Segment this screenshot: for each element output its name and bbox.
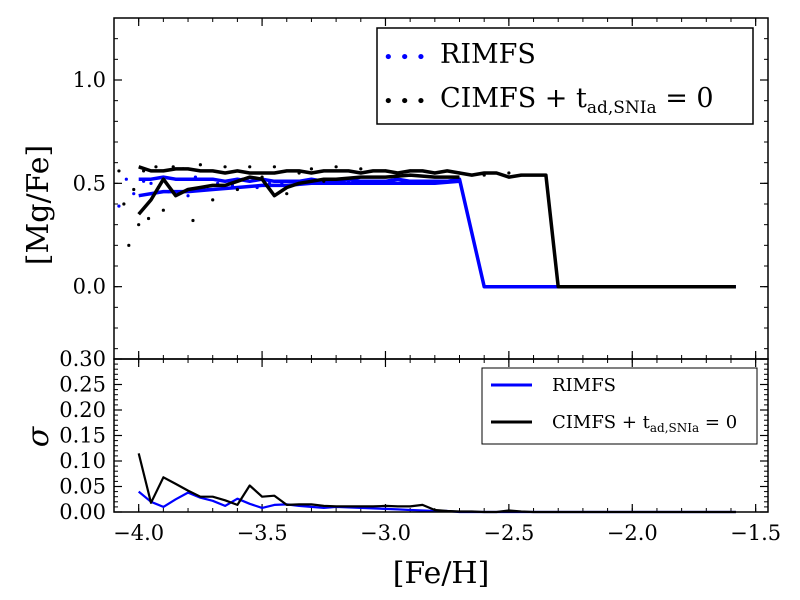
xtick-label: −3.0: [360, 521, 411, 545]
top-scatter-point-cimfs: [507, 171, 511, 175]
bottom-ytick-label: 0.00: [59, 500, 106, 524]
bottom-ylabel: σ: [21, 425, 56, 447]
top-scatter-point-cimfs: [191, 218, 195, 223]
top-legend-label-cimfs-suffix: = 0: [657, 83, 714, 114]
top-scatter-point-cimfs: [272, 165, 277, 169]
top-scatter-point-rimfs: [186, 194, 190, 198]
top-scatter-point-rimfs: [117, 204, 121, 208]
bottom-ytick-label: 0.10: [59, 449, 106, 473]
top-scatter-point-cimfs: [127, 243, 131, 247]
top-legend-frame: [376, 27, 754, 125]
bottom-ytick-label: 0.25: [59, 373, 106, 397]
bottom-legend-label-cimfs-main: CIMFS + t: [552, 412, 651, 433]
top-scatter-point-cimfs: [154, 165, 158, 169]
top-scatter-point-rimfs: [132, 192, 136, 196]
top-ytick-label: 0.5: [73, 171, 106, 195]
top-ytick-label: 0.0: [73, 275, 106, 299]
top-scatter-point-cimfs: [117, 169, 121, 173]
top-scatter-point-cimfs: [137, 223, 141, 227]
bottom-legend: RIMFS CIMFS + tad,SNIa = 0: [481, 367, 758, 445]
top-ytick-label: 1.0: [73, 68, 106, 92]
top-legend: • • • RIMFS • • • CIMFS + tad,SNIa = 0: [376, 27, 754, 125]
top-scatter-point-cimfs: [211, 198, 215, 202]
bottom-legend-label-cimfs-suffix: = 0: [699, 412, 737, 433]
bottom-legend-label-rimfs: RIMFS: [552, 375, 616, 396]
top-scatter-point-cimfs: [161, 208, 165, 212]
top-legend-marker-rimfs: • • •: [383, 47, 426, 68]
top-scatter-point-cimfs: [223, 165, 227, 169]
top-scatter-point-cimfs: [122, 202, 126, 206]
top-scatter-point-cimfs: [235, 187, 239, 192]
bottom-ytick-label: 0.20: [59, 398, 106, 422]
top-scatter-point-cimfs: [309, 167, 314, 171]
top-legend-label-cimfs: CIMFS + tad,SNIa = 0: [440, 83, 714, 118]
bottom-xlabel: [Fe/H]: [393, 556, 490, 591]
top-legend-marker-cimfs: • • •: [383, 91, 426, 112]
top-scatter-point-cimfs: [146, 216, 151, 221]
bottom-legend-label-cimfs: CIMFS + tad,SNIa = 0: [552, 412, 737, 435]
bottom-legend-label-cimfs-sub: ad,SNIa: [650, 421, 699, 435]
top-legend-label-cimfs-main: CIMFS + t: [440, 83, 587, 114]
bottom-ytick-label: 0.05: [59, 475, 106, 499]
xtick-label: −3.5: [237, 521, 288, 545]
top-legend-label-rimfs: RIMFS: [440, 39, 536, 70]
top-legend-label-cimfs-sub: ad,SNIa: [587, 98, 657, 118]
bottom-ytick-label: 0.15: [59, 424, 106, 448]
xtick-label: −2.0: [607, 521, 658, 545]
top-lower-line-cimfs: [137, 173, 460, 216]
bottom-legend-frame: [481, 367, 758, 445]
top-upper-line-cimfs: [138, 165, 736, 289]
top-upper-line-rimfs: [138, 175, 736, 289]
top-scatter-point-rimfs: [124, 177, 128, 181]
bottom-panel: 0.000.050.100.150.200.250.30 −4.0 −3.5 −3.0…: [59, 347, 781, 545]
top-scatter-point-cimfs: [198, 163, 202, 167]
xtick-label: −2.5: [483, 521, 534, 545]
xtick-label: −1.5: [730, 521, 781, 545]
top-scatter-point-cimfs: [132, 187, 136, 192]
top-panel: 0.0 0.5 1.0: [73, 17, 769, 360]
bottom-axes-frame: [113, 358, 769, 513]
top-scatter-point-cimfs: [285, 192, 289, 196]
top-scatter-point-cimfs: [248, 165, 252, 169]
top-ylabel: [Mg/Fe]: [21, 145, 56, 265]
top-scatter-point-rimfs: [149, 181, 153, 185]
xtick-label: −4.0: [113, 521, 164, 545]
top-scatter-point-cimfs: [334, 165, 338, 169]
top-scatter-point-cimfs: [359, 167, 363, 171]
bottom-ytick-label: 0.30: [59, 347, 106, 371]
